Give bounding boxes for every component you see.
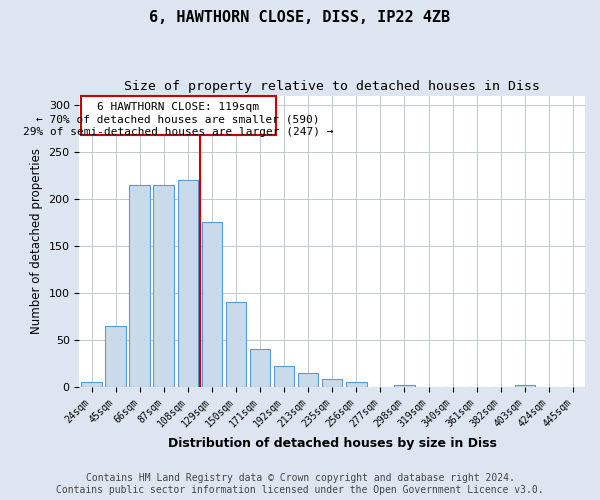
- Bar: [394, 385, 415, 387]
- Bar: [515, 385, 535, 387]
- Bar: [202, 222, 222, 387]
- FancyBboxPatch shape: [80, 96, 275, 135]
- Text: Contains HM Land Registry data © Crown copyright and database right 2024.
Contai: Contains HM Land Registry data © Crown c…: [56, 474, 544, 495]
- Text: 6, HAWTHORN CLOSE, DISS, IP22 4ZB: 6, HAWTHORN CLOSE, DISS, IP22 4ZB: [149, 10, 451, 25]
- X-axis label: Distribution of detached houses by size in Diss: Distribution of detached houses by size …: [168, 437, 497, 450]
- Text: 29% of semi-detached houses are larger (247) →: 29% of semi-detached houses are larger (…: [23, 126, 334, 136]
- Bar: [154, 185, 174, 387]
- Text: 6 HAWTHORN CLOSE: 119sqm: 6 HAWTHORN CLOSE: 119sqm: [97, 102, 259, 112]
- Y-axis label: Number of detached properties: Number of detached properties: [30, 148, 43, 334]
- Bar: [250, 350, 270, 387]
- Bar: [178, 180, 198, 387]
- Bar: [130, 185, 150, 387]
- Bar: [346, 382, 367, 387]
- Bar: [106, 326, 126, 387]
- Bar: [298, 373, 319, 387]
- Bar: [81, 382, 102, 387]
- Title: Size of property relative to detached houses in Diss: Size of property relative to detached ho…: [124, 80, 540, 93]
- Text: ← 70% of detached houses are smaller (590): ← 70% of detached houses are smaller (59…: [37, 114, 320, 124]
- Bar: [226, 302, 246, 387]
- Bar: [322, 380, 343, 387]
- Bar: [274, 366, 295, 387]
